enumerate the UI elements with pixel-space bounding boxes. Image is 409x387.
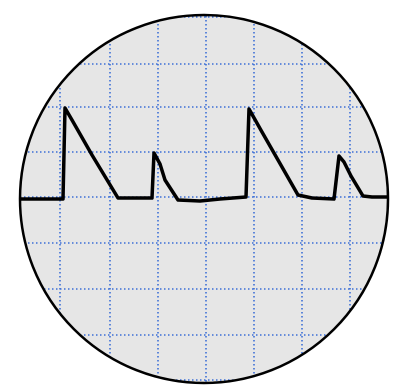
oscilloscope-screen — [0, 0, 409, 387]
oscilloscope-display — [0, 0, 409, 387]
